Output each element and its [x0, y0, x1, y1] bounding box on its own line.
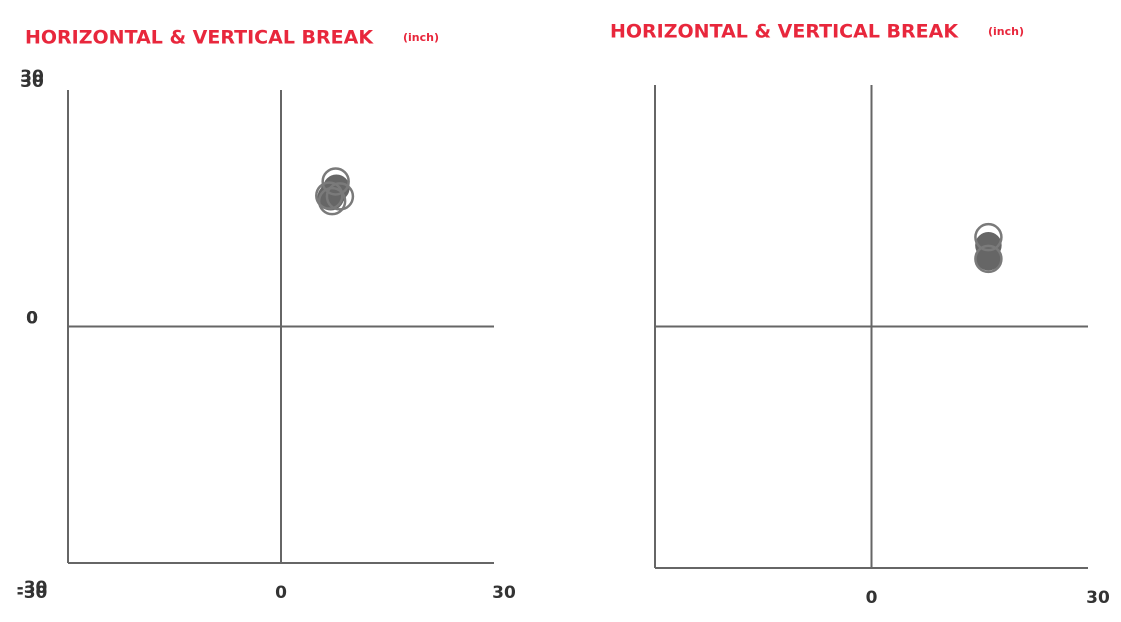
y-tick-label: 30: [20, 72, 44, 92]
y-tick-label: -30: [17, 583, 48, 603]
data-point: [974, 244, 1003, 274]
data-point: [321, 167, 350, 196]
title-unit: (inch): [403, 31, 439, 44]
y-tick-label: 0: [26, 309, 38, 329]
data-point: [315, 181, 344, 210]
chart-title: HORIZONTAL & VERTICAL BREAK: [25, 27, 374, 49]
x-tick-label: 30: [1086, 588, 1110, 608]
data-point: [974, 222, 1003, 252]
y-tick-label: 30: [20, 67, 44, 87]
x-tick-label: 0: [275, 583, 287, 603]
data-point: [317, 186, 347, 216]
title-unit: (inch): [988, 25, 1024, 38]
chart-title: HORIZONTAL & VERTICAL BREAK: [610, 21, 959, 43]
x-tick-label: 0: [866, 588, 878, 608]
y-tick-label: 0: [26, 309, 38, 329]
data-point: [325, 182, 355, 211]
x-tick-label: 30: [492, 583, 516, 603]
y-tick-label: -30: [17, 578, 48, 598]
